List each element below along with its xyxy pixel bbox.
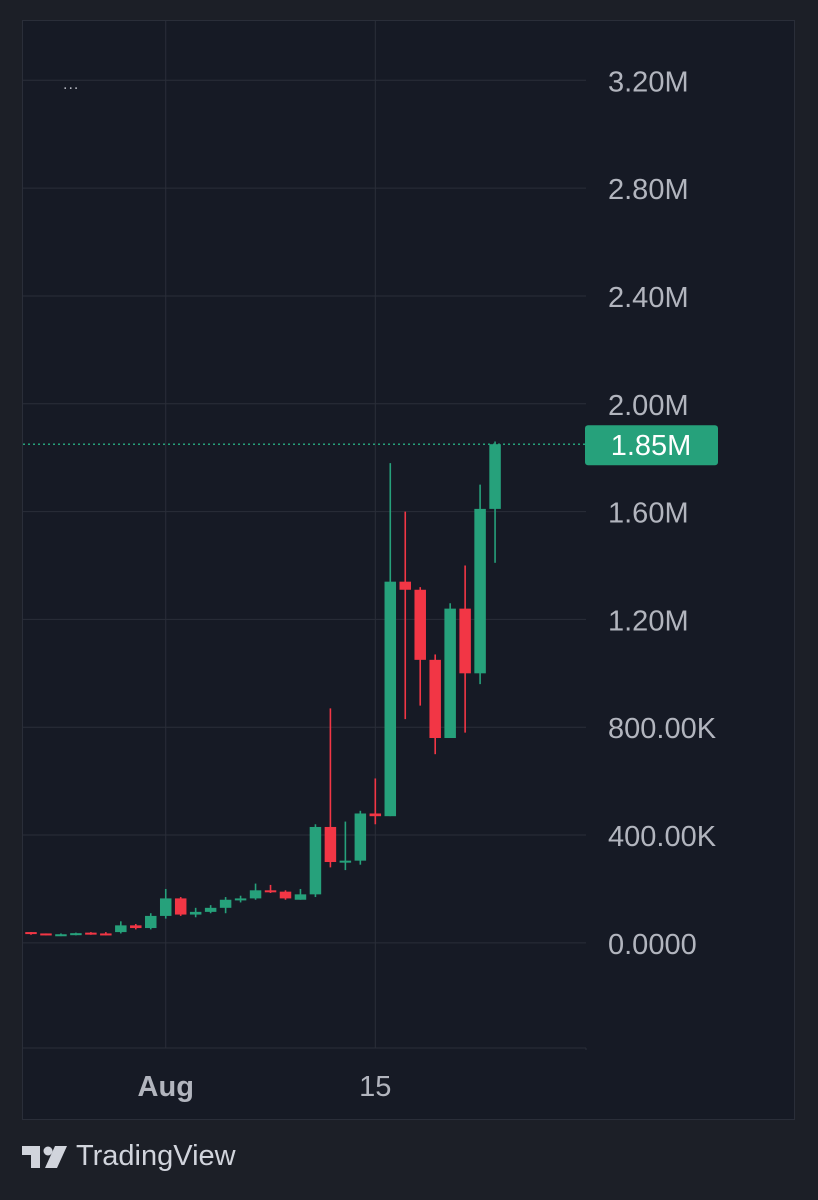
x-tick-label: 15 [359, 1071, 391, 1103]
candle-body [25, 932, 37, 935]
candle-body [339, 860, 352, 863]
y-tick-label: 2.00M [608, 390, 689, 422]
candle[interactable] [130, 924, 142, 930]
candle[interactable] [249, 883, 262, 900]
candles [25, 441, 501, 937]
y-tick-label: 800.00K [608, 713, 717, 745]
x-tick-label: Aug [138, 1071, 194, 1103]
candle-body [249, 890, 262, 899]
candle-body [489, 444, 501, 509]
candle-body [85, 932, 97, 935]
candle-body [369, 813, 382, 817]
candle[interactable] [174, 897, 187, 916]
candle[interactable] [384, 463, 397, 817]
candle[interactable] [414, 587, 426, 706]
candle-body [414, 589, 426, 660]
candle-body [100, 933, 112, 936]
candle[interactable] [354, 810, 367, 865]
candle[interactable] [159, 888, 172, 919]
candle-body [189, 911, 202, 915]
candle-body [324, 826, 337, 863]
candle[interactable] [474, 484, 486, 685]
x-axis: Aug 15 [138, 1071, 392, 1103]
y-tick-label: 3.20M [608, 66, 689, 98]
candle-body [204, 907, 217, 912]
candle[interactable] [279, 890, 292, 900]
y-tick-label: 2.40M [608, 282, 689, 314]
candle-body [159, 898, 172, 916]
candle-body [234, 898, 247, 901]
tradingview-logo-icon [22, 1145, 67, 1168]
y-tick-label: 0.0000 [608, 929, 697, 961]
menu-dots-icon[interactable]: ... [63, 76, 80, 93]
candle-body [219, 899, 232, 908]
current-price-label: 1.85M [611, 430, 692, 462]
candle[interactable] [145, 913, 157, 930]
current-price: 1.85M [23, 425, 718, 466]
candle-body [294, 894, 307, 900]
candle-body [459, 608, 471, 674]
candle[interactable] [55, 933, 67, 937]
y-tick-label: 1.20M [608, 605, 689, 637]
candle[interactable] [399, 511, 412, 720]
chart-panel[interactable]: Aug 15 3.20M 2.80M 2.40M 2.00M 1.60M 1.20M 800.… [22, 20, 795, 1120]
candle[interactable] [459, 565, 471, 733]
candle-body [70, 933, 82, 936]
candle-body [309, 826, 322, 895]
candle-body [354, 813, 367, 861]
candle-body [384, 581, 397, 817]
candle[interactable] [264, 884, 277, 894]
candle[interactable] [204, 905, 217, 914]
candle[interactable] [369, 778, 382, 825]
candle-body [174, 898, 187, 915]
current-price-badge [585, 425, 718, 466]
candle-body [130, 925, 142, 929]
candle[interactable] [189, 907, 202, 918]
y-axis: 3.20M 2.80M 2.40M 2.00M 1.60M 1.20M 800.00K 400… [608, 66, 717, 961]
candle[interactable] [70, 932, 82, 936]
candle-body [264, 890, 277, 893]
candle[interactable] [234, 895, 247, 903]
grid [23, 21, 587, 1050]
y-tick-label: 400.00K [608, 821, 717, 853]
candlestick-chart[interactable]: Aug 15 3.20M 2.80M 2.40M 2.00M 1.60M 1.20M 800.… [23, 21, 796, 1121]
candle[interactable] [324, 708, 337, 868]
y-tick-label: 1.60M [608, 498, 689, 530]
candle[interactable] [309, 824, 322, 898]
candle[interactable] [40, 933, 52, 936]
y-tick-label: 2.80M [608, 174, 689, 206]
candle-body [474, 508, 486, 674]
candle[interactable] [294, 888, 307, 900]
candle-body [145, 915, 157, 929]
candle[interactable] [85, 932, 97, 935]
candle[interactable] [25, 932, 37, 935]
candle[interactable] [339, 821, 352, 871]
candle-body [429, 659, 441, 739]
candle-body [444, 608, 456, 739]
brand-name: TradingView [76, 1140, 236, 1172]
candle-body [279, 891, 292, 899]
candle[interactable] [429, 654, 441, 755]
candle-body [55, 934, 67, 937]
candle-body [40, 933, 52, 936]
candle-body [399, 581, 411, 590]
candle-body [115, 925, 127, 933]
candle[interactable] [489, 441, 501, 563]
tradingview-logo: TradingView [22, 1140, 236, 1173]
candle[interactable] [219, 897, 232, 914]
candle[interactable] [115, 921, 127, 934]
candle[interactable] [100, 932, 112, 936]
candle[interactable] [444, 603, 456, 739]
